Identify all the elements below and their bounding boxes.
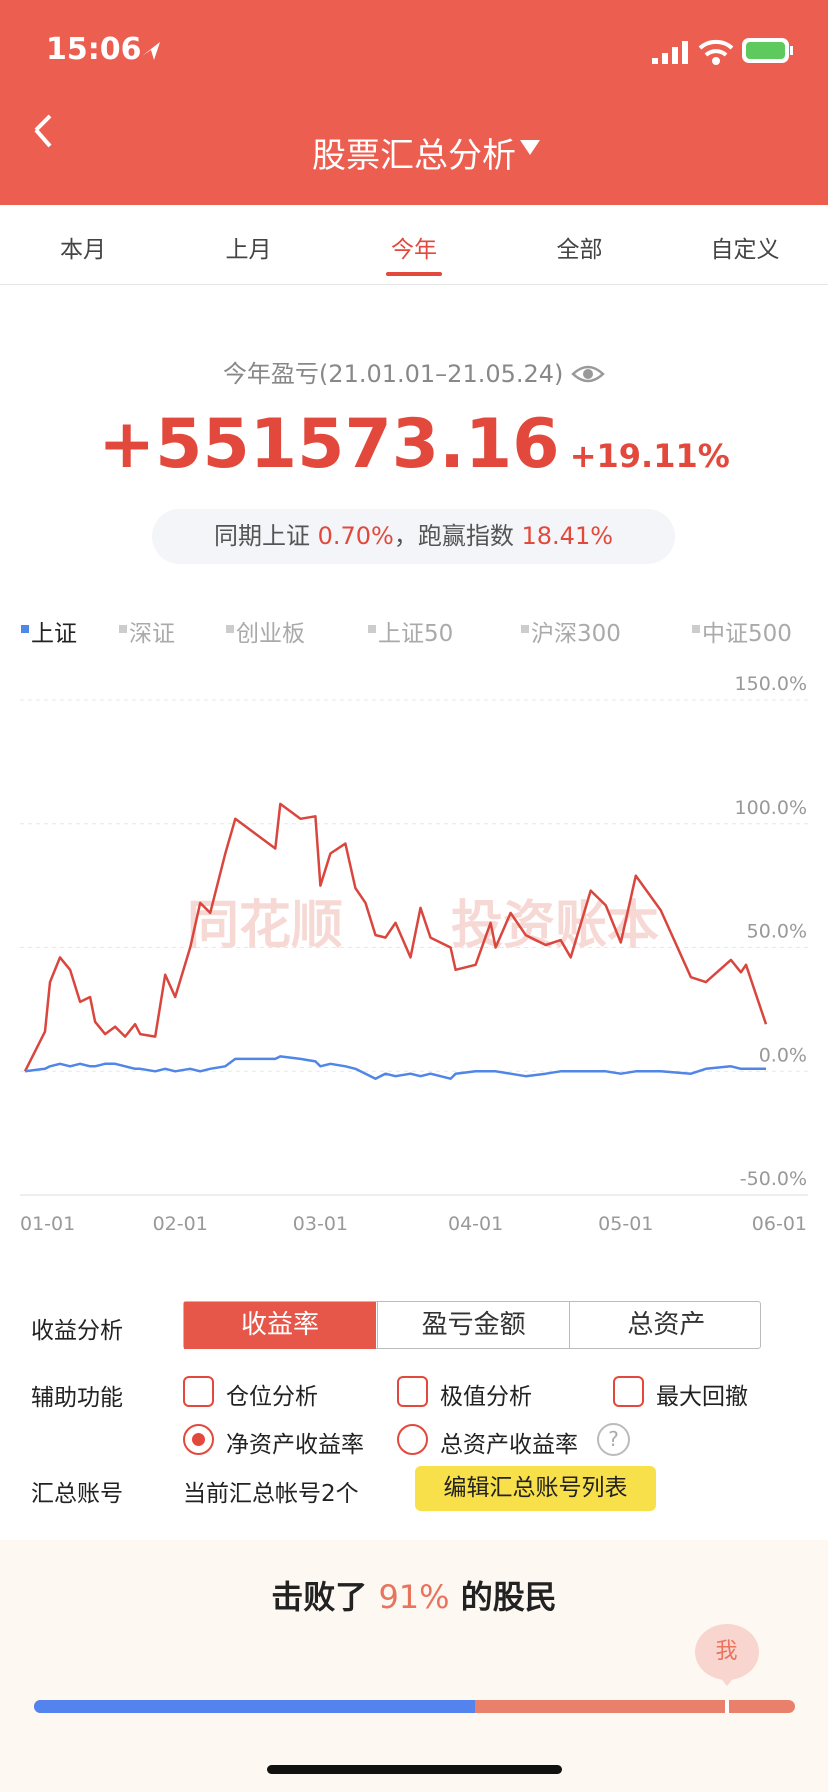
radio-label: 净资产收益率 (226, 1432, 364, 1458)
legend-swatch (368, 625, 376, 633)
tab[interactable]: 本月 (60, 237, 106, 263)
x-tick-label: 03-01 (293, 1213, 348, 1235)
radio-label: 总资产收益率 (440, 1432, 578, 1458)
compare-label: 同期上证 (213, 522, 310, 550)
legend-label[interactable]: 上证50 (378, 621, 454, 647)
summary-label-text: 今年盈亏(21.01.01–21.05.24) (222, 360, 564, 388)
status-time: 15:06 (46, 32, 142, 67)
radio[interactable] (397, 1424, 428, 1455)
checkbox-label: 仓位分析 (226, 1384, 318, 1410)
header-icons (34, 38, 793, 155)
tab-underline (386, 272, 442, 276)
legend-label[interactable]: 创业板 (236, 621, 305, 647)
home-indicator (267, 1765, 562, 1774)
tab[interactable]: 自定义 (710, 237, 780, 263)
me-bubble: 我 (694, 1624, 759, 1680)
legend-swatch (21, 625, 29, 633)
me-pointer (718, 1676, 735, 1686)
beat-value: 18.41% (521, 522, 614, 550)
analysis-label: 收益分析 (31, 1318, 123, 1344)
compare-value: 0.70% (317, 522, 394, 550)
y-tick-label: 100.0% (735, 797, 807, 819)
segmented (183, 1301, 761, 1349)
radio[interactable] (183, 1424, 214, 1455)
ranking-text: 击败了 91% 的股民 (0, 1572, 828, 1618)
legend-label[interactable]: 上证 (31, 621, 77, 647)
tabs-divider (0, 284, 828, 285)
checkbox[interactable] (613, 1376, 644, 1407)
legend-swatch (119, 625, 127, 633)
checkbox-label: 最大回撤 (656, 1384, 748, 1410)
y-tick-label: -50.0% (740, 1168, 807, 1190)
series-line (24, 1055, 766, 1080)
checkbox-label: 极值分析 (440, 1384, 532, 1410)
tab[interactable]: 上月 (225, 237, 272, 263)
legend-swatch (521, 625, 529, 633)
segment[interactable]: 总资产 (569, 1302, 762, 1349)
series-line (23, 802, 768, 1072)
chart: 同花顺 投资账本-50.0%0.0%50.0%100.0%150.0%01-01 0… (20, 673, 808, 1235)
me-tick (724, 1700, 729, 1713)
segment[interactable]: 收益率 (184, 1302, 376, 1349)
legend-label[interactable]: 中证500 (702, 621, 792, 647)
help-icon[interactable]: ? (597, 1423, 630, 1456)
legend-label[interactable]: 深证 (129, 621, 175, 647)
x-tick-label: 04-01 (448, 1213, 503, 1235)
legend-label[interactable]: 沪深300 (531, 621, 621, 647)
x-tick-label: 01-01 (20, 1213, 75, 1235)
segment[interactable]: 盈亏金额 (376, 1302, 570, 1349)
ranking-panel (0, 1540, 828, 1792)
account-info: 当前汇总帐号2个 (183, 1481, 359, 1507)
tab[interactable]: 全部 (556, 237, 603, 263)
y-tick-label: 150.0% (735, 673, 807, 695)
x-tick-label: 05-01 (598, 1213, 653, 1235)
y-tick-label: 0.0% (759, 1044, 807, 1066)
radio-dot (192, 1433, 205, 1446)
y-tick-label: 50.0% (747, 921, 807, 943)
profit-rate: +19.11% (569, 437, 730, 475)
summary-values: +551573.16 +19.11% (0, 405, 828, 484)
beat-label: ，跑赢指数 (393, 522, 514, 550)
legend-swatch (692, 625, 700, 633)
summary-label: 今年盈亏(21.01.01–21.05.24) (0, 354, 828, 389)
legend-swatch (226, 625, 234, 633)
bar-blue (34, 1700, 475, 1713)
ranking-suffix: 的股民 (460, 1578, 557, 1616)
eye-icon[interactable] (571, 364, 605, 384)
account-label: 汇总账号 (31, 1481, 123, 1507)
header (0, 0, 828, 205)
compare-pill: 同期上证 0.70%，跑赢指数 18.41% (152, 509, 675, 564)
profit-amount: +551573.16 (98, 405, 560, 484)
x-tick-label: 02-01 (153, 1213, 208, 1235)
checkbox[interactable] (397, 1376, 428, 1407)
edit-button[interactable]: 编辑汇总账号列表 (415, 1466, 656, 1511)
ranking-prefix: 击败了 (271, 1578, 368, 1616)
tab[interactable]: 今年 (391, 237, 437, 263)
aux-label: 辅助功能 (31, 1385, 123, 1411)
checkbox[interactable] (183, 1376, 214, 1407)
nav-title: 股票汇总分析 (312, 136, 516, 176)
ranking-percent: 91% (378, 1578, 450, 1616)
x-tick-label: 06-01 (752, 1213, 807, 1235)
